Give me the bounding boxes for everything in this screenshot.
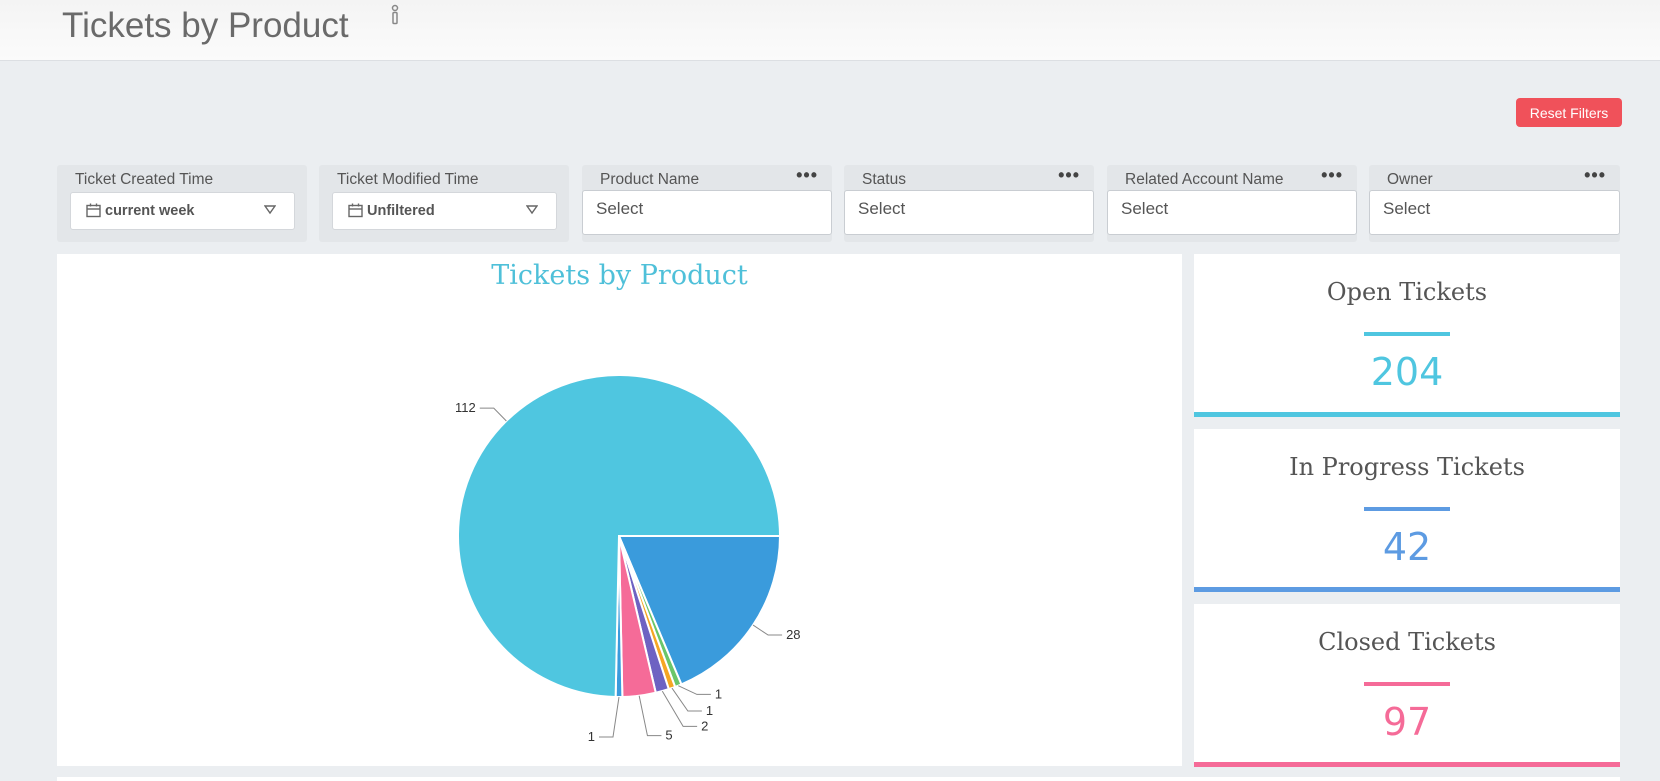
pie-data-label: 112: [455, 400, 476, 415]
related-account-name-select[interactable]: Select: [1107, 190, 1357, 235]
date-range-picker[interactable]: Unfiltered: [332, 192, 557, 230]
pie-leader-line: [671, 687, 702, 712]
select-placeholder: Select: [1121, 199, 1169, 218]
next-panel-edge: [57, 777, 1620, 781]
filter-ticket-created-time: Ticket Created Time current week: [57, 165, 307, 242]
page-title: Tickets by Product: [62, 6, 349, 45]
pie-data-label: 28: [786, 627, 800, 642]
more-options-icon[interactable]: •••: [1058, 165, 1080, 185]
pie-data-label: 5: [665, 728, 672, 743]
date-range-value: Unfiltered: [367, 203, 435, 219]
kpi-bottom-bar: [1194, 762, 1620, 767]
kpi-value: 42: [1382, 525, 1432, 569]
pie-slice[interactable]: [457, 374, 782, 698]
select-placeholder: Select: [596, 199, 644, 218]
filter-label: Ticket Modified Time: [337, 171, 479, 188]
status-select[interactable]: Select: [844, 190, 1094, 235]
info-icon[interactable]: [388, 4, 402, 26]
pie-leader-line: [599, 696, 620, 738]
kpi-accent-line: [1364, 332, 1450, 336]
kpi-in-progress-tickets[interactable]: In Progress Tickets 42: [1194, 429, 1620, 592]
product-name-select[interactable]: Select: [582, 190, 832, 235]
pie-leader-line: [752, 624, 783, 636]
chart-panel: Tickets by Product 28 1 1 2 5 1 112: [57, 254, 1182, 766]
pie-data-label: 2: [701, 718, 708, 733]
more-options-icon[interactable]: •••: [796, 165, 818, 185]
kpi-closed-tickets[interactable]: Closed Tickets 97: [1194, 604, 1620, 767]
chevron-down-icon: [526, 205, 538, 215]
filter-label: Owner: [1387, 171, 1433, 188]
more-options-icon[interactable]: •••: [1584, 165, 1606, 185]
filter-label: Ticket Created Time: [75, 171, 214, 188]
select-placeholder: Select: [858, 199, 906, 218]
more-options-icon[interactable]: •••: [1321, 165, 1343, 185]
calendar-icon: [86, 203, 101, 218]
date-range-value: current week: [105, 203, 195, 219]
pie-leader-line: [678, 685, 711, 695]
reset-filters-button[interactable]: Reset Filters: [1516, 98, 1622, 127]
kpi-bottom-bar: [1194, 587, 1620, 592]
chart-title: Tickets by Product: [491, 260, 748, 291]
pie-leader-line: [661, 690, 698, 727]
kpi-accent-line: [1364, 682, 1450, 686]
calendar-icon: [348, 203, 363, 218]
filter-label: Status: [862, 171, 906, 188]
pie-leader-line: [638, 695, 662, 737]
chevron-down-icon: [264, 205, 276, 215]
kpi-bottom-bar: [1194, 412, 1620, 417]
pie-data-label: 1: [588, 729, 595, 744]
kpi-title: Open Tickets: [1326, 278, 1488, 306]
filter-related-account-name: Related Account Name ••• Select: [1107, 165, 1357, 242]
date-range-picker[interactable]: current week: [70, 192, 295, 230]
filter-status: Status ••• Select: [844, 165, 1094, 242]
kpi-open-tickets[interactable]: Open Tickets 204: [1194, 254, 1620, 417]
select-placeholder: Select: [1383, 199, 1431, 218]
filter-label: Product Name: [600, 171, 700, 188]
kpi-accent-line: [1364, 507, 1450, 511]
kpi-title: Closed Tickets: [1318, 628, 1496, 656]
kpi-value: 97: [1382, 700, 1432, 744]
kpi-value: 204: [1370, 350, 1444, 394]
filter-ticket-modified-time: Ticket Modified Time Unfiltered: [319, 165, 569, 242]
pie-data-label: 1: [706, 703, 713, 718]
page-header: Tickets by Product: [0, 0, 1660, 61]
pie-leader-line: [479, 407, 507, 422]
owner-select[interactable]: Select: [1369, 190, 1620, 235]
filter-owner: Owner ••• Select: [1369, 165, 1620, 242]
filter-product-name: Product Name ••• Select: [582, 165, 832, 242]
kpi-title: In Progress Tickets: [1289, 453, 1525, 481]
pie-data-label: 1: [715, 686, 722, 701]
filter-label: Related Account Name: [1125, 171, 1284, 188]
